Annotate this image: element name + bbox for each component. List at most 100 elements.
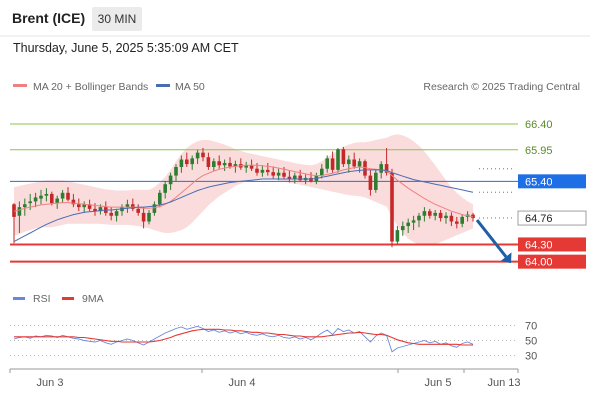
candle-body	[471, 214, 475, 219]
candle-body	[60, 192, 65, 199]
candle-body	[39, 195, 43, 199]
ma50-legend-label: MA 50	[175, 81, 205, 93]
candle-body	[325, 158, 329, 169]
candle-body	[201, 152, 205, 158]
candle-body	[357, 161, 362, 167]
candle-body	[455, 221, 459, 224]
candle-body	[255, 168, 259, 173]
candle-body	[141, 212, 146, 222]
candle-body	[55, 198, 59, 204]
x-tick-label: Jun 13	[487, 377, 520, 389]
candle-body	[449, 215, 454, 222]
x-axis: Jun 3 Jun 4 Jun 5 Jun 13	[9, 369, 521, 389]
candle-body	[352, 159, 356, 167]
candle-body	[195, 152, 200, 159]
candle-body	[185, 159, 189, 165]
candle-body	[330, 158, 335, 170]
candle-body	[395, 230, 400, 242]
rsi-legend-swatch	[13, 297, 25, 300]
projection-arrow-shaft	[475, 219, 508, 258]
candle-body	[244, 165, 248, 168]
candle-body	[406, 222, 410, 227]
candle-body	[168, 175, 173, 185]
candle-body	[444, 215, 448, 219]
candle-body	[190, 158, 194, 165]
candle-body	[320, 168, 324, 176]
rsi-line	[13, 325, 474, 353]
candle-body	[33, 197, 38, 202]
candle-body	[422, 211, 427, 216]
projection-arrow	[475, 219, 512, 264]
pivot-level-label: 65.40	[525, 176, 553, 188]
candle-body	[163, 184, 167, 193]
timeframe-badge[interactable]: 30 MIN	[92, 7, 142, 31]
candle-body	[368, 175, 373, 190]
rsi-ma9-line	[14, 328, 473, 346]
projection-arrow-head	[500, 252, 512, 264]
candle-body	[109, 212, 113, 216]
candle-body	[77, 204, 81, 208]
ma50-line	[13, 169, 474, 243]
instrument-title: Brent (ICE)	[12, 10, 86, 26]
last-price-label: 64.76	[525, 213, 553, 225]
support-level-tag	[518, 237, 586, 252]
candle-body	[341, 149, 346, 165]
support-level-label: 64.30	[525, 239, 553, 251]
support-level-tag	[518, 254, 586, 269]
price-levels	[10, 123, 518, 263]
copyright-label: Research © 2025 Trading Central	[423, 81, 580, 93]
candle-body	[23, 204, 27, 208]
candle-body	[158, 192, 162, 205]
candle-body	[212, 161, 216, 167]
candle-body	[228, 162, 232, 167]
candle-body	[260, 169, 265, 173]
ma20-legend-swatch	[13, 84, 27, 87]
candle-body	[298, 175, 302, 181]
last-price-tag	[517, 210, 587, 226]
pivot-level-tag	[518, 174, 586, 189]
candle-body	[384, 164, 389, 173]
candle-body	[266, 169, 270, 173]
ma20-legend-label: MA 20 + Bollinger Bands	[33, 81, 148, 93]
candlesticks	[12, 146, 475, 248]
target-level-label: 65.95	[525, 145, 553, 157]
candle-body	[411, 220, 416, 223]
ma20-line	[13, 164, 474, 218]
candle-body	[417, 215, 421, 221]
candle-body	[460, 216, 464, 224]
rsi-tick-label: 30	[525, 351, 537, 363]
candle-body	[98, 207, 103, 212]
datetime-label: Thursday, June 5, 2025 5:35:09 AM CET	[13, 41, 239, 55]
candle-body	[131, 204, 135, 209]
x-tick-label: Jun 5	[425, 377, 452, 389]
candle-body	[87, 204, 92, 209]
header: Brent (ICE) 30 MIN	[0, 0, 590, 36]
candle-body	[271, 172, 275, 176]
candle-body	[222, 162, 227, 166]
candle-body	[93, 208, 97, 212]
candle-body	[379, 164, 383, 173]
candle-body	[174, 166, 178, 176]
candle-body	[347, 159, 351, 165]
x-tick-label: Jun 4	[229, 377, 256, 389]
candle-body	[233, 164, 238, 167]
candle-body	[336, 149, 340, 170]
rsi-legend-label: RSI	[33, 293, 51, 305]
candle-body	[66, 192, 70, 200]
price-tags: 66.40 65.95 65.40 64.76 64.30 64.00	[517, 119, 587, 269]
candle-body	[293, 175, 297, 180]
candle-body	[428, 211, 432, 216]
candle-body	[136, 208, 140, 213]
candle-body	[82, 204, 86, 208]
candle-body	[17, 207, 22, 216]
moving-averages	[13, 164, 474, 243]
candle-body	[152, 204, 157, 213]
rsi-tick-label: 50	[525, 336, 537, 348]
candle-body	[390, 172, 394, 242]
rsi-tick-label: 70	[525, 321, 537, 333]
ma50-legend-swatch	[156, 84, 170, 87]
candle-body	[276, 172, 281, 176]
candle-body	[12, 204, 16, 217]
